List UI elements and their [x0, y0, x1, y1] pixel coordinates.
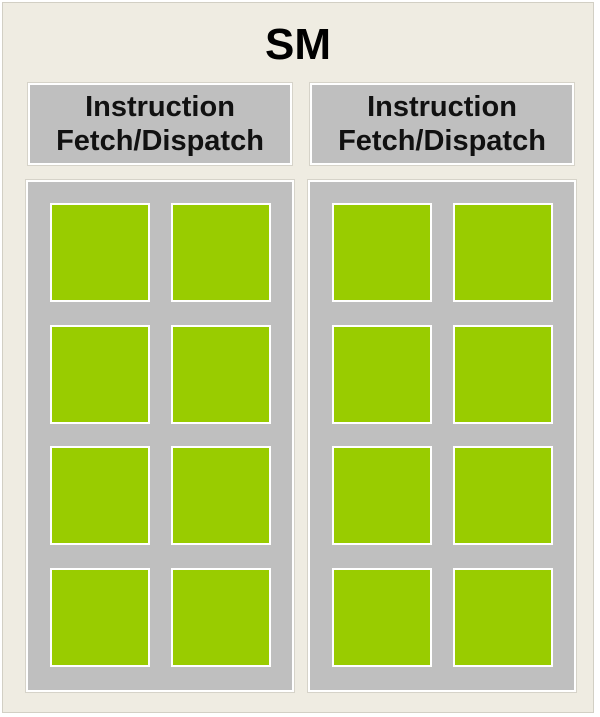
core: [332, 203, 432, 302]
instruction-fetch-dispatch-left: Instruction Fetch/Dispatch: [28, 83, 292, 165]
core: [171, 325, 271, 424]
core: [453, 203, 553, 302]
cores-panel-left: [26, 180, 294, 692]
core: [332, 446, 432, 545]
core: [50, 203, 150, 302]
core: [332, 325, 432, 424]
header-line-2: Fetch/Dispatch: [338, 125, 546, 157]
header-line-1: Instruction: [367, 91, 517, 123]
header-line-2: Fetch/Dispatch: [56, 125, 264, 157]
cores-panel-right: [308, 180, 576, 692]
core: [332, 568, 432, 667]
core: [453, 325, 553, 424]
core: [50, 325, 150, 424]
core: [453, 568, 553, 667]
instruction-fetch-dispatch-right: Instruction Fetch/Dispatch: [310, 83, 574, 165]
core: [171, 203, 271, 302]
core: [453, 446, 553, 545]
core: [50, 446, 150, 545]
header-line-1: Instruction: [85, 91, 235, 123]
core: [171, 446, 271, 545]
sm-block: SM Instruction Fetch/Dispatch Instructio…: [2, 2, 594, 713]
core: [171, 568, 271, 667]
core: [50, 568, 150, 667]
sm-title: SM: [265, 20, 331, 69]
